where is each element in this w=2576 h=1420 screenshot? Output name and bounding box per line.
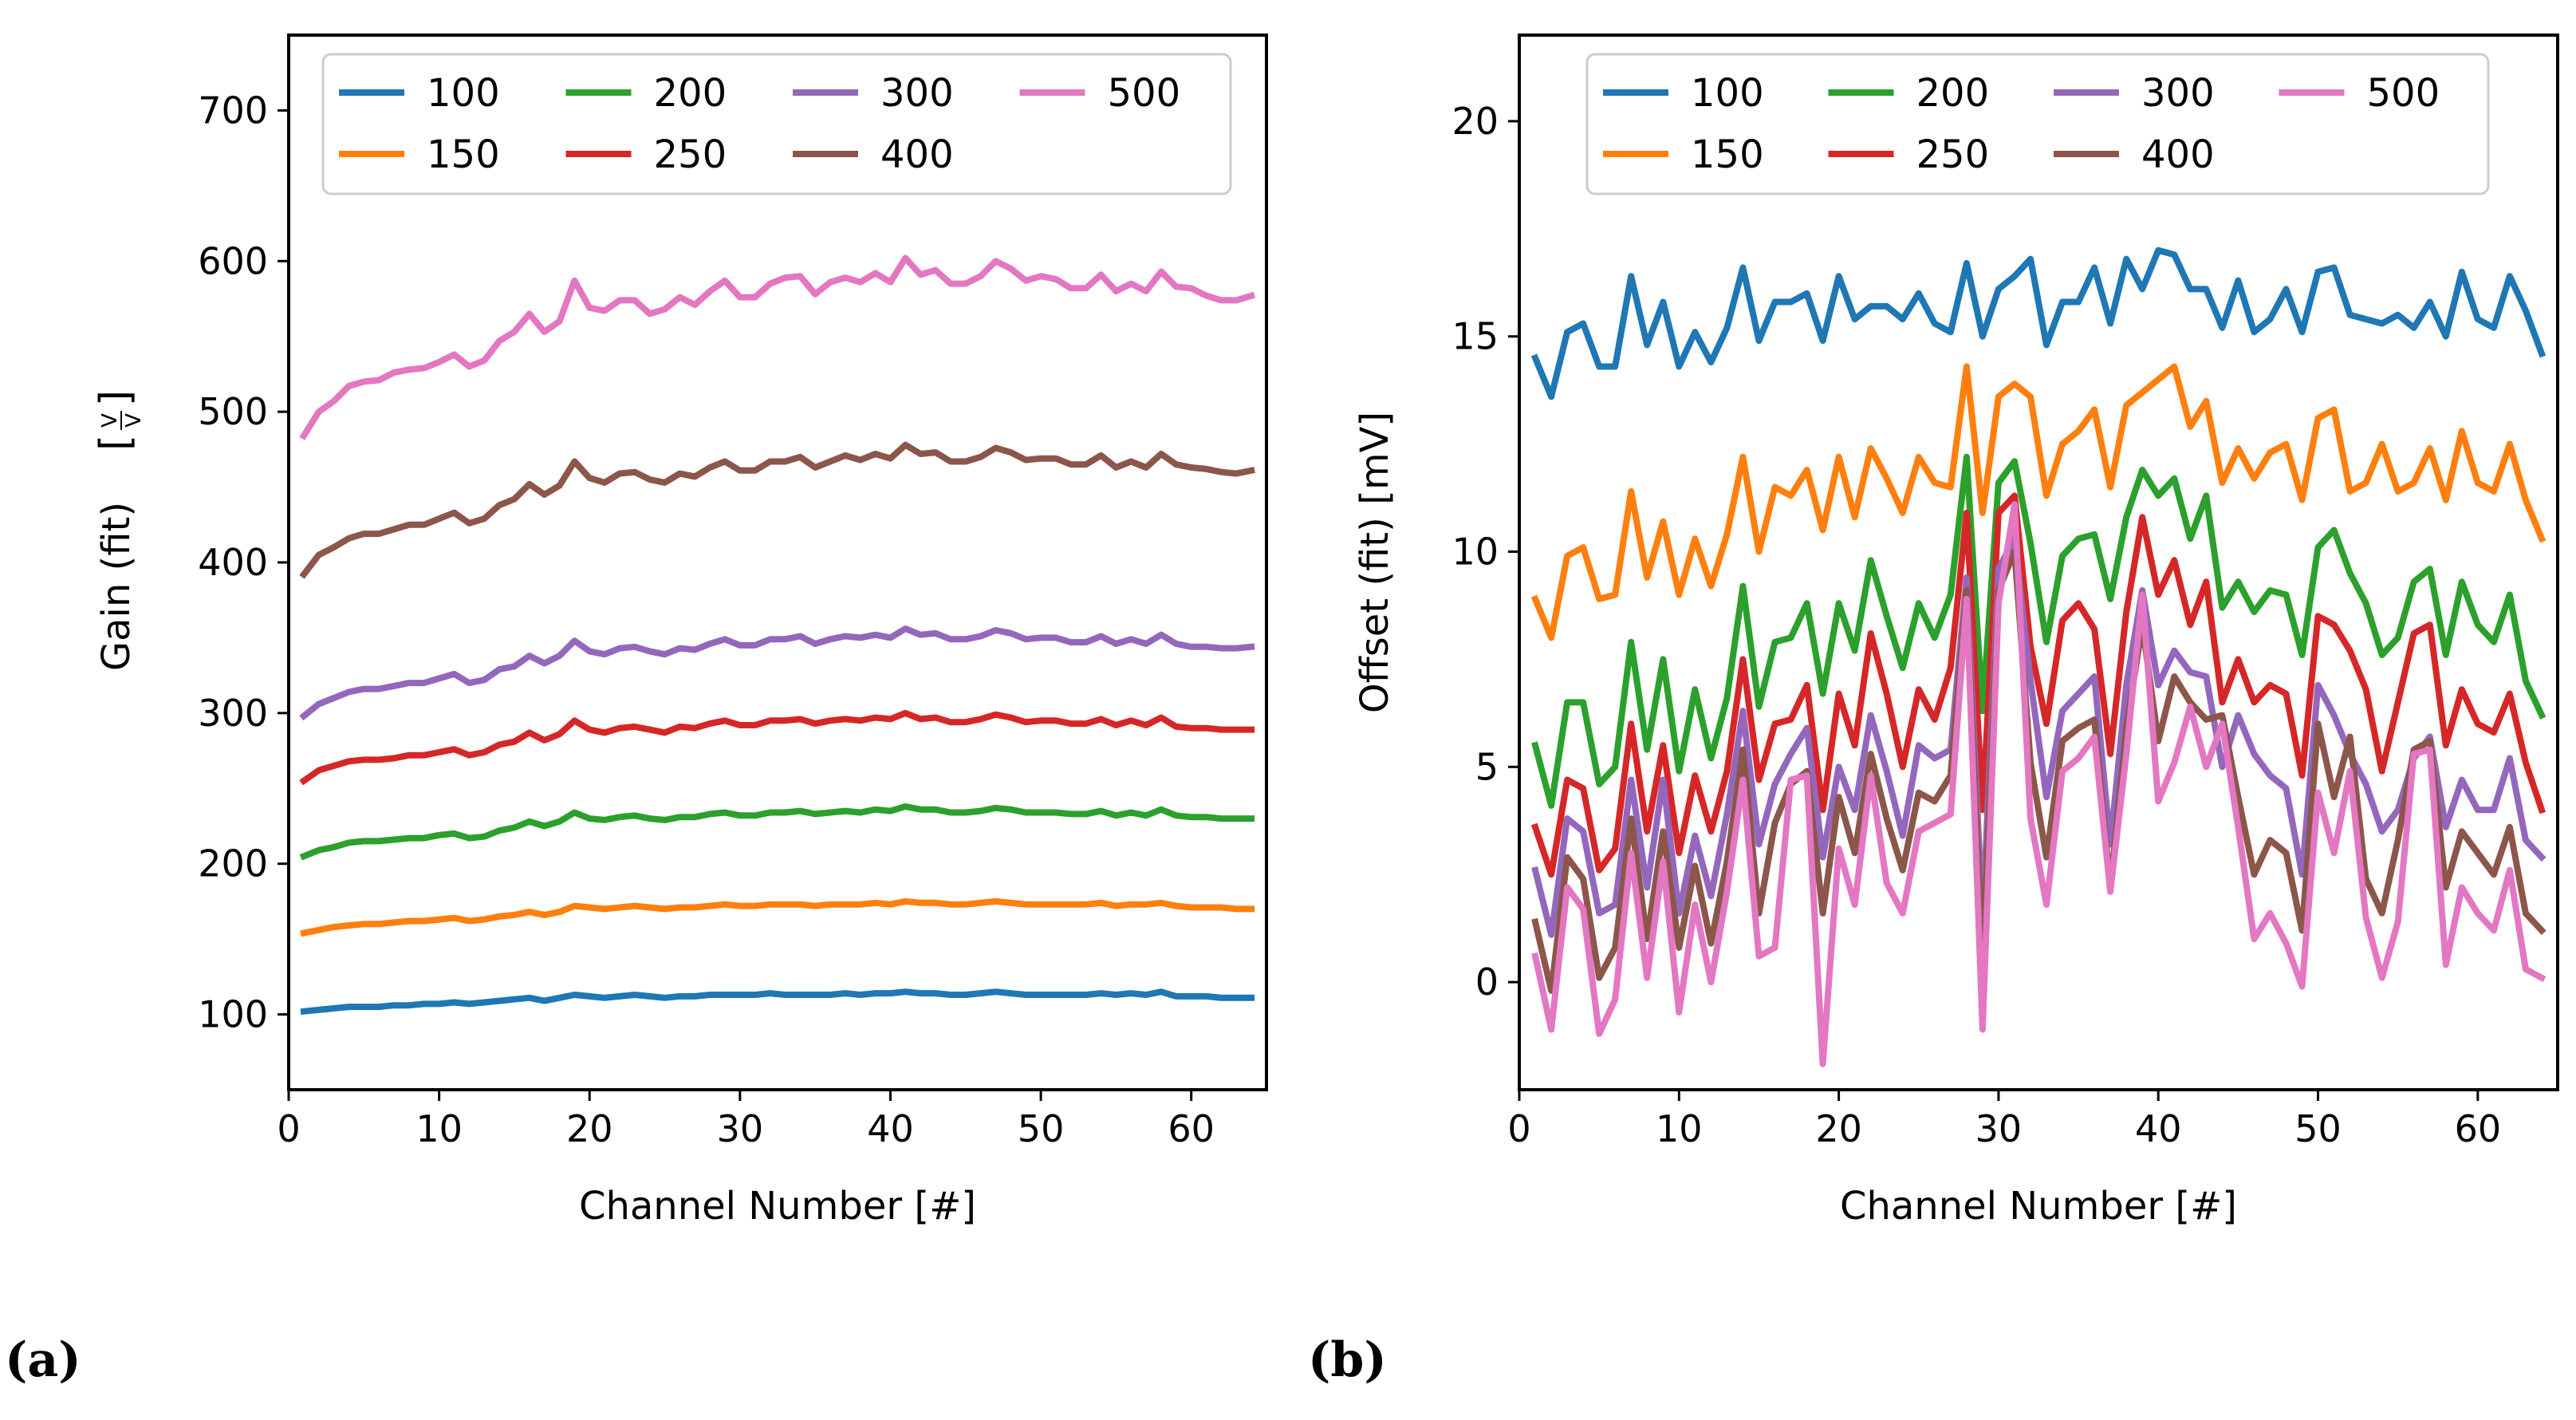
- x-tick-label: 60: [1168, 1107, 1215, 1150]
- x-tick-label: 30: [717, 1107, 764, 1150]
- axes-frame: [1518, 34, 2559, 1091]
- x-tick-label: 30: [1975, 1107, 2023, 1150]
- panel-label-a: (a): [5, 1332, 81, 1388]
- x-tick-label: 50: [2294, 1107, 2342, 1150]
- y-tick-label: 10: [1451, 531, 1499, 574]
- legend-label-250: 250: [1916, 132, 1990, 177]
- y-tick-label: 200: [198, 842, 268, 886]
- y-tick-label: 700: [198, 89, 268, 132]
- x-tick-label: 60: [2455, 1107, 2502, 1150]
- legend-label-200: 200: [654, 71, 727, 116]
- x-tick-label: 0: [277, 1107, 300, 1150]
- y-axis-unit-numerator: V: [98, 413, 122, 428]
- plot-area: [1530, 247, 2546, 1067]
- legend: 100 150 200 250 300 400 500: [1585, 53, 2490, 195]
- x-tick-label: 40: [2135, 1107, 2182, 1150]
- y-tick-label: 500: [198, 390, 268, 433]
- x-axis-label: Channel Number [#]: [1840, 1184, 2237, 1229]
- y-tick-label: 300: [198, 692, 268, 735]
- legend-label-150: 150: [1691, 132, 1764, 177]
- legend-label-400: 400: [880, 132, 954, 177]
- x-tick-label: 40: [867, 1107, 914, 1150]
- y-tick-label: 20: [1451, 100, 1499, 143]
- chart-a: 0 10 20 30 40 50 60 100 200 300 400 500 600 700 Channe…: [92, 34, 1268, 1229]
- legend-label-400: 400: [2141, 132, 2215, 177]
- series-line-300: [299, 625, 1255, 721]
- legend-box: [321, 53, 1232, 195]
- y-axis-label-bracket-open: [: [92, 435, 140, 451]
- series-line-200: [299, 803, 1255, 861]
- y-tick-label: 0: [1475, 960, 1499, 1004]
- series-line-200: [1531, 453, 2546, 809]
- panel-label-b: (b): [1308, 1332, 1387, 1388]
- y-axis-unit-denominator: V: [122, 413, 146, 428]
- x-tick-label: 20: [566, 1107, 613, 1150]
- legend-label-500: 500: [1108, 71, 1181, 116]
- legend-label-100: 100: [427, 71, 500, 116]
- series-line-100: [300, 988, 1255, 1016]
- series-line-300: [1531, 535, 2546, 938]
- series-line-500: [1531, 501, 2546, 1067]
- series-line-250: [1530, 492, 2546, 878]
- x-tick-label: 50: [1018, 1107, 1065, 1150]
- y-axis-label: Offset (fit) [mV]: [1353, 412, 1397, 713]
- y-tick-label: 100: [198, 993, 268, 1036]
- legend-label-500: 500: [2367, 71, 2440, 116]
- legend-label-250: 250: [654, 132, 727, 177]
- y-tick-label: 600: [198, 239, 268, 282]
- legend: 100 150 200 250 300 400 500: [321, 53, 1232, 195]
- y-tick-label: 400: [198, 541, 268, 584]
- x-tick-label: 0: [1507, 1107, 1530, 1150]
- legend-label-300: 300: [880, 71, 954, 116]
- legend-label-200: 200: [1916, 71, 1990, 116]
- series-line-400: [1531, 548, 2546, 994]
- legend-box: [1585, 53, 2490, 195]
- x-tick-label: 10: [416, 1107, 463, 1150]
- x-tick-label: 10: [1656, 1107, 1703, 1150]
- y-axis-label-text: Gain (fit): [94, 502, 139, 671]
- y-axis-label: Gain (fit) [ V V]: [92, 390, 146, 671]
- y-tick-label: 5: [1475, 745, 1499, 788]
- chart-b: 0 10 20 30 40 50 60 0 5 10 15 20 Channel Number [#] O…: [1353, 34, 2559, 1229]
- plot-area: [299, 254, 1256, 1016]
- series-line-150: [1530, 363, 2546, 641]
- series-line-150: [300, 897, 1255, 937]
- legend-label-100: 100: [1691, 71, 1764, 116]
- legend-label-150: 150: [427, 132, 500, 177]
- series-line-400: [299, 441, 1255, 579]
- y-tick-label: 15: [1451, 315, 1499, 358]
- x-tick-label: 20: [1815, 1107, 1862, 1150]
- y-axis-label-bracket-close: ]: [92, 390, 140, 406]
- series-line-100: [1530, 247, 2546, 400]
- series-line-250: [299, 709, 1255, 786]
- legend-label-300: 300: [2141, 71, 2215, 116]
- series-line-500: [299, 254, 1256, 440]
- x-axis-label: Channel Number [#]: [579, 1184, 976, 1229]
